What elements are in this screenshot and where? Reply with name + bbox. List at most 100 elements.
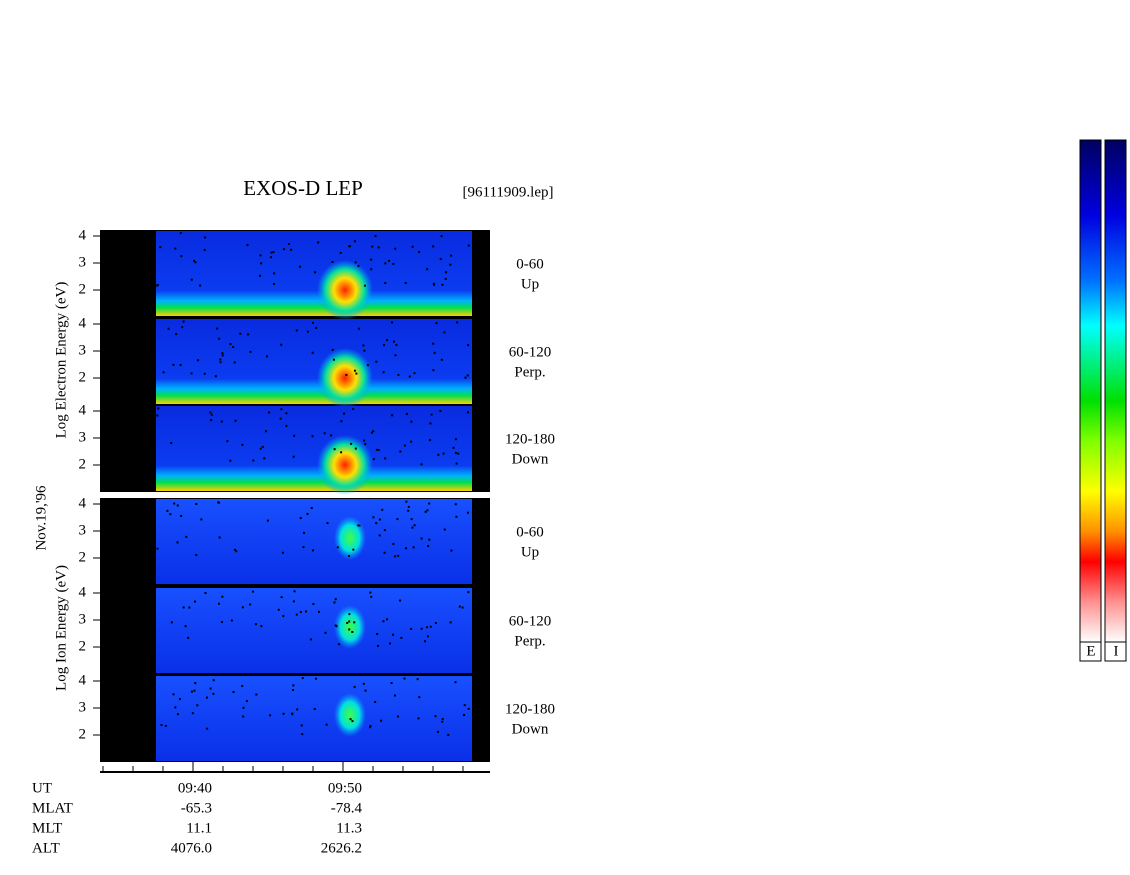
noise: [435, 322, 438, 325]
noise: [377, 644, 380, 647]
noise: [375, 448, 378, 451]
noise: [407, 509, 410, 512]
noise: [396, 518, 399, 521]
noise: [424, 510, 427, 513]
noise: [463, 713, 466, 716]
noise: [441, 720, 444, 723]
noise: [269, 714, 272, 717]
noise: [264, 430, 267, 433]
colorbar-label: I: [1114, 643, 1119, 659]
noise: [292, 600, 295, 603]
noise: [391, 321, 394, 324]
colorbar: [1079, 139, 1102, 643]
noise: [252, 459, 255, 462]
noise: [199, 284, 202, 287]
noise: [209, 411, 212, 414]
noise: [249, 350, 252, 353]
noise: [312, 549, 315, 552]
spectrogram: [156, 588, 472, 673]
noise: [351, 630, 354, 633]
noise: [245, 700, 248, 703]
noise: [259, 447, 262, 450]
noise: [357, 264, 360, 267]
noise: [270, 251, 273, 254]
noise: [209, 687, 212, 690]
noise: [375, 360, 378, 363]
noise: [444, 271, 447, 274]
noise: [157, 407, 160, 410]
row-value: -78.4: [331, 800, 363, 816]
noise: [218, 337, 221, 340]
noise: [219, 361, 222, 364]
noise: [273, 282, 276, 285]
noise: [391, 414, 394, 417]
noise: [229, 459, 232, 462]
noise: [390, 682, 393, 685]
noise: [156, 547, 159, 550]
noise: [301, 733, 304, 736]
noise: [185, 535, 188, 538]
noise: [411, 245, 414, 248]
noise: [160, 724, 163, 727]
noise: [212, 692, 215, 695]
noise: [336, 546, 339, 549]
panel-direction: Down: [512, 451, 549, 467]
y-tick-label: 4: [79, 402, 87, 418]
noise: [246, 244, 249, 247]
noise: [429, 422, 432, 425]
noise: [210, 413, 213, 416]
y-tick-label: 4: [79, 227, 87, 243]
noise: [354, 261, 357, 264]
y-tick-label: 3: [79, 611, 87, 627]
noise: [374, 235, 377, 238]
y-tick-label: 2: [79, 456, 87, 472]
noise: [166, 509, 169, 512]
noise: [176, 504, 179, 507]
noise: [310, 638, 313, 641]
noise: [467, 707, 470, 710]
row-value: 11.3: [336, 820, 362, 836]
y-tick-label: 3: [79, 342, 87, 358]
spectrogram-feature: [317, 348, 373, 408]
noise: [159, 246, 162, 249]
noise: [433, 283, 436, 286]
noise: [324, 631, 327, 634]
noise: [306, 330, 309, 333]
noise: [220, 621, 223, 624]
panel-direction: Up: [521, 276, 539, 292]
noise: [299, 265, 302, 268]
panel-angle: 60-120: [509, 344, 552, 360]
noise: [233, 548, 236, 551]
noise: [317, 241, 320, 244]
noise: [230, 619, 233, 622]
noise: [239, 332, 242, 335]
noise: [218, 602, 221, 605]
noise: [428, 502, 431, 505]
noise: [315, 326, 318, 329]
noise: [194, 682, 197, 685]
noise: [458, 605, 461, 608]
noise: [382, 344, 385, 347]
noise: [280, 343, 283, 346]
noise: [371, 245, 374, 248]
noise: [156, 414, 159, 417]
noise: [372, 458, 375, 461]
noise: [259, 274, 262, 277]
row-label: ALT: [32, 840, 60, 856]
noise: [176, 541, 179, 544]
spectrogram: [156, 499, 472, 584]
spectrogram: [156, 676, 472, 761]
noise: [346, 621, 349, 624]
noise: [281, 551, 284, 554]
noise: [420, 537, 423, 540]
noise: [340, 451, 343, 454]
y-tick-label: 3: [79, 699, 87, 715]
noise: [450, 549, 453, 552]
noise: [285, 412, 288, 415]
noise: [190, 690, 193, 693]
noise: [426, 509, 429, 512]
noise: [349, 245, 352, 248]
noise: [299, 517, 302, 520]
noise: [363, 284, 366, 287]
noise: [220, 420, 223, 423]
